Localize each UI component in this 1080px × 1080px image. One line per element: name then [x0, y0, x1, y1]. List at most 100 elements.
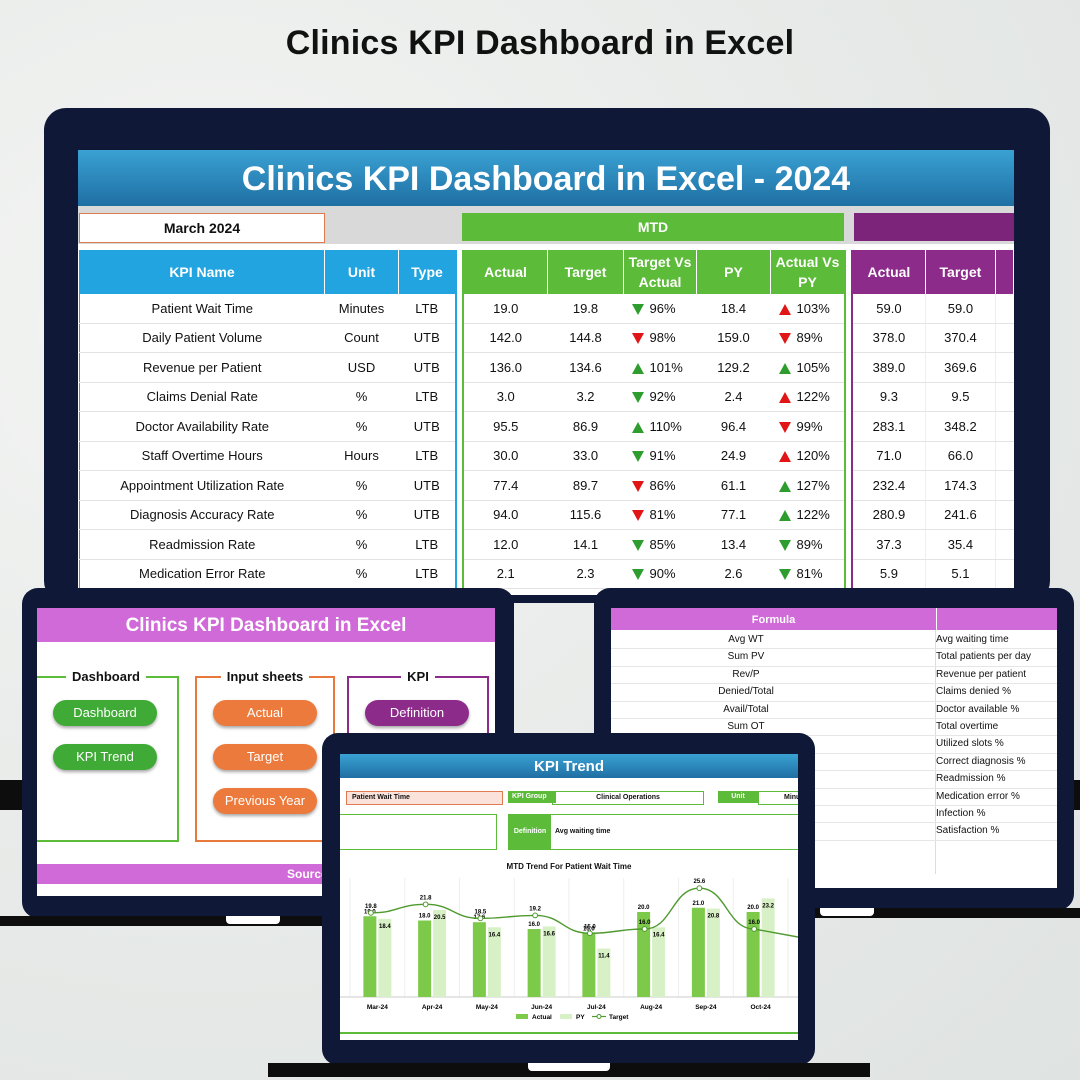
col-kpi-name: KPI Name [79, 250, 325, 294]
arrow-down-icon [631, 303, 644, 315]
target-data-label: 19.2 [529, 906, 541, 912]
mtd-target-vs-actual: 91% [623, 441, 697, 471]
nav-banner: Clinics KPI Dashboard in Excel [37, 608, 495, 642]
avp-value: 81% [796, 566, 823, 582]
col-mtd-tva: Target Vs Actual [623, 250, 697, 294]
mtd-target-vs-actual: 90% [623, 559, 697, 589]
mtd-row: 77.4 89.7 86% 61.1 127% [463, 470, 845, 501]
target-data-label: 19.8 [365, 904, 377, 910]
definition-button[interactable]: Definition [365, 700, 469, 726]
target-point [696, 885, 703, 892]
kpi-select-dropdown[interactable]: Patient Wait Time [346, 791, 503, 805]
actual-bar [472, 922, 486, 997]
mtd-py: 2.4 [696, 382, 771, 412]
kpi-name: Claims Denial Rate [79, 382, 325, 412]
target-button[interactable]: Target [213, 744, 317, 770]
definition-row: Infection % [611, 805, 1057, 824]
trend-banner: KPI Trend [340, 754, 798, 778]
ytd-header [854, 213, 1014, 241]
definition-cell: Claims denied % [936, 686, 1012, 698]
ytd-row: 59.0 59.0 [852, 294, 1014, 324]
actual-bar [637, 912, 651, 997]
kpi-unit: % [324, 559, 399, 589]
kpi-type: LTB [398, 529, 456, 560]
arrow-down-icon [778, 421, 791, 433]
ytd-more [995, 470, 1014, 501]
previous-year-button[interactable]: Previous Year [213, 788, 317, 814]
kpi-unit: % [324, 500, 399, 530]
left-laptop-notch [226, 916, 280, 924]
mtd-target-vs-actual: 110% [623, 411, 697, 442]
mtd-target: 86.9 [547, 411, 624, 442]
kpi-unit: Hours [324, 441, 399, 471]
ytd-target: 174.3 [925, 470, 996, 501]
ytd-more [995, 294, 1014, 324]
definition-row: Medication error % [611, 788, 1057, 806]
ytd-more [995, 411, 1014, 442]
kpi-type: UTB [398, 470, 456, 501]
mtd-actual-vs-py: 99% [770, 411, 845, 442]
mtd-target: 19.8 [547, 294, 624, 324]
col-type: Type [398, 250, 457, 294]
tva-value: 90% [649, 566, 676, 582]
x-tick-label: Jun-24 [531, 1004, 552, 1011]
month-selector[interactable]: March 2024 [79, 213, 325, 243]
actual-data-label: 15.0 [583, 926, 595, 932]
mtd-row: 3.0 3.2 92% 2.4 122% [463, 382, 845, 412]
col-mtd-actual: Actual [463, 250, 548, 294]
py-data-label: 16.4 [489, 932, 501, 938]
definition-row: Rev/P Revenue per patient [611, 666, 1057, 685]
kpi-type: UTB [398, 352, 456, 383]
col-unit: Unit [324, 250, 399, 294]
kpi-info-box [340, 814, 497, 850]
mtd-py: 77.1 [696, 500, 771, 530]
kpi-row: Doctor Availability Rate % UTB [79, 411, 456, 442]
target-data-label: 16.0 [639, 920, 651, 926]
chart-title: MTD Trend For Patient Wait Time [506, 862, 632, 871]
kpi-unit: % [324, 382, 399, 412]
mtd-row: 12.0 14.1 85% 13.4 89% [463, 529, 845, 560]
tva-value: 92% [649, 389, 676, 405]
dashboard-button[interactable]: Dashboard [53, 700, 157, 726]
kpi-unit: Minutes [324, 294, 399, 324]
avp-value: 122% [796, 507, 830, 523]
mtd-py: 129.2 [696, 352, 771, 383]
mtd-target: 3.2 [547, 382, 624, 412]
legend-py-swatch [560, 1014, 572, 1019]
definition-box: Definition Avg waiting time [508, 814, 798, 850]
mtd-target-vs-actual: 85% [623, 529, 697, 560]
ytd-row: 37.3 35.4 [852, 529, 1014, 560]
ytd-actual: 389.0 [852, 352, 926, 383]
arrow-up-icon [778, 303, 791, 315]
kpi-row: Staff Overtime Hours Hours LTB [79, 441, 456, 471]
x-tick-label: Sep-24 [695, 1004, 717, 1011]
py-bar [487, 927, 501, 997]
actual-data-label: 21.0 [693, 901, 705, 907]
arrow-up-icon [631, 362, 644, 374]
definition-row: Avail/Total Doctor available % [611, 701, 1057, 719]
ytd-more [995, 529, 1014, 560]
actual-bar [582, 933, 596, 997]
kpi-name: Staff Overtime Hours [79, 441, 325, 471]
tva-value: 86% [649, 477, 676, 493]
avp-value: 89% [796, 330, 823, 346]
mtd-target-vs-actual: 92% [623, 382, 697, 412]
kpi-trend-sheet: KPI Trend Patient Wait Time KPI Group Cl… [340, 754, 798, 1040]
kpi-trend-button[interactable]: KPI Trend [53, 744, 157, 770]
mtd-actual-vs-py: 105% [770, 352, 845, 383]
kpi-row: Daily Patient Volume Count UTB [79, 323, 456, 353]
group-dashboard-title: Dashboard [66, 669, 146, 684]
target-point [586, 930, 593, 937]
kpi-group-value: Clinical Operations [552, 791, 704, 805]
mtd-row: 142.0 144.8 98% 159.0 89% [463, 323, 845, 353]
arrow-down-icon [631, 480, 644, 492]
ytd-target: 66.0 [925, 441, 996, 471]
ytd-actual: 283.1 [852, 411, 926, 442]
right-laptop-base [790, 908, 1080, 918]
actual-bar [418, 920, 432, 997]
definition-cell: Satisfaction % [936, 825, 1000, 837]
mtd-target: 1.7 [547, 588, 624, 595]
actual-button[interactable]: Actual [213, 700, 317, 726]
mtd-actual-vs-py: 81% [770, 559, 845, 589]
py-data-label: 20.8 [708, 914, 720, 920]
